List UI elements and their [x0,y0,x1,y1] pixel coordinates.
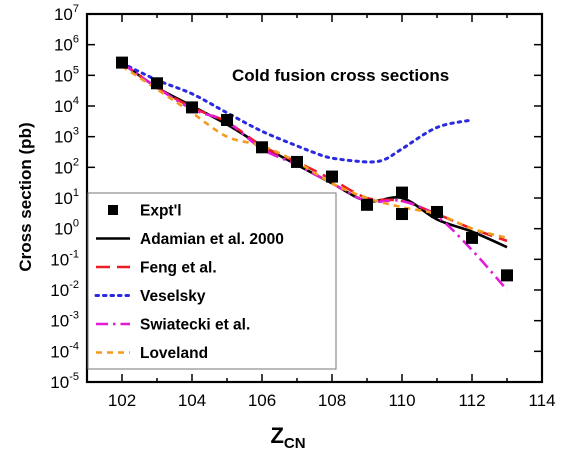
y-tick-label: 100 [54,218,79,239]
data-point-expt-l [256,141,268,154]
y-tick-label: 101 [54,187,79,208]
series-line-feng-et-al [121,61,508,243]
y-tick-label: 10-5 [50,371,79,392]
x-tick-label: 102 [108,391,136,410]
y-tick-label: 107 [54,3,79,24]
x-axis-title-sub: CN [284,435,306,450]
data-point-expt-l [326,170,338,183]
y-tick-label: 103 [54,126,79,147]
y-tick-label: 10-1 [50,248,79,269]
data-point-expt-l [431,205,443,218]
data-point-expt-l [361,198,373,211]
legend-label-loveland: Loveland [140,345,208,362]
legend-items: Expt'l Adamian et al. 2000 Feng et al. Vese… [94,203,284,362]
legend-label-feng-et-al: Feng et al. [140,260,217,277]
legend: Expt'l Adamian et al. 2000 Feng et al. Vese… [87,192,337,370]
series-line-veselsky [120,61,474,164]
legend-label-swiatecki-et-al: Swiatecki et al. [140,317,250,334]
x-axis-title: ZCN [270,423,305,450]
y-tick-label: 10-2 [50,279,79,300]
data-point-expt-l [116,56,128,69]
x-tick-label: 112 [458,391,485,410]
y-tick-label: 10-4 [50,340,79,361]
x-tick-label: 104 [178,391,206,410]
legend-label-veselsky: Veselsky [140,288,206,305]
y-axis-title: Cross section (pb) [16,122,35,271]
y-tick-label: 105 [54,64,79,85]
ticks: 102 104 106 108 110 112 114 10-5 10-4 10-3 10-2 10-… [50,3,555,410]
x-axis-title-main: Z [270,423,283,448]
chart-annotation: Cold fusion cross sections [232,66,449,85]
legend-label-adamian-et-al-2000: Adamian et al. 2000 [140,231,284,248]
data-point-expt-l [501,269,513,282]
y-tick-label: 10-3 [50,310,79,331]
x-tick-label: 106 [248,391,276,410]
legend-marker-expt-l [108,205,118,215]
x-tick-label: 110 [388,391,415,410]
data-point-expt-l [151,77,163,90]
legend-label-expt-l: Expt'l [140,203,182,220]
data-point-expt-l [466,231,478,244]
series-layer [116,56,513,291]
data-point-expt-l [186,101,198,114]
data-point-expt-l [291,155,303,168]
x-tick-label: 114 [528,391,555,410]
y-tick-label: 102 [54,156,79,177]
legend-box [87,192,337,370]
y-tick-label: 106 [54,34,79,55]
x-tick-label: 108 [318,391,346,410]
data-point-expt-l [221,113,233,126]
data-point-expt-l [396,208,408,221]
data-point-expt-l [396,186,408,199]
y-tick-label: 104 [54,95,79,116]
